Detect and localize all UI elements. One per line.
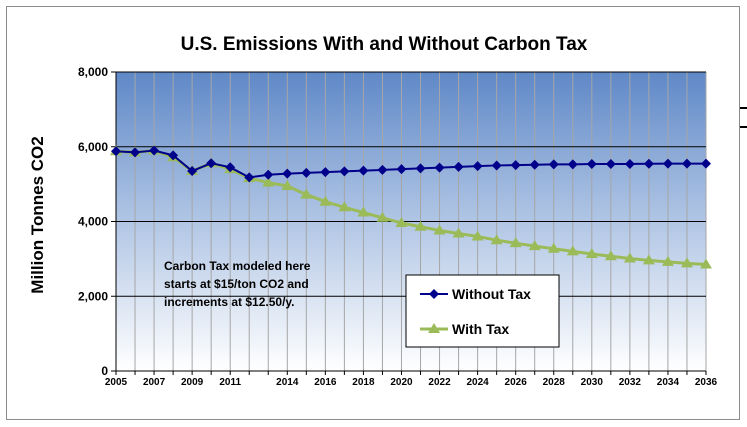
data-point [510, 160, 521, 171]
y-axis-label: Million Tonnes CO2 [28, 136, 47, 293]
data-point [414, 220, 427, 231]
x-tick-label: 2024 [466, 377, 489, 388]
x-tick-label: 2009 [181, 377, 204, 388]
edge-marks [740, 107, 747, 128]
x-tick-label: 2018 [352, 377, 375, 388]
data-point [376, 211, 389, 222]
data-point [661, 255, 674, 266]
data-point [452, 227, 465, 238]
legend-label-with-tax: With Tax [452, 321, 509, 337]
data-point [282, 168, 293, 179]
data-point [529, 159, 540, 170]
x-tick-label: 2026 [505, 377, 528, 388]
y-tick-label: 6,000 [78, 140, 108, 154]
data-point [281, 179, 294, 190]
data-point [244, 172, 255, 183]
data-point [623, 252, 636, 263]
data-point [301, 167, 312, 178]
data-point [300, 188, 313, 199]
series-layer [110, 144, 712, 269]
x-tick-label: 2030 [581, 377, 604, 388]
x-tick-label: 2032 [619, 377, 642, 388]
data-point [225, 162, 236, 173]
y-tick-label: 0 [101, 364, 108, 378]
data-point [206, 158, 217, 169]
data-point [377, 164, 388, 175]
data-point [472, 161, 483, 172]
data-point [548, 159, 559, 170]
annotation-note: Carbon Tax modeled here starts at $15/to… [164, 259, 311, 309]
y-tick-labels: 0 2,000 4,000 6,000 8,000 [78, 65, 108, 378]
legend-marker-with-tax [428, 323, 440, 333]
data-point [604, 250, 617, 261]
y-tick-label: 8,000 [78, 65, 108, 79]
data-point [528, 240, 541, 251]
data-point [624, 158, 635, 169]
data-point [681, 158, 692, 169]
data-point [680, 257, 693, 268]
x-tick-label: 2034 [657, 377, 680, 388]
data-point [490, 234, 503, 245]
data-point [642, 254, 655, 265]
data-point [586, 158, 597, 169]
data-point [434, 162, 445, 173]
data-point [339, 166, 350, 177]
x-tick-label: 2036 [695, 377, 718, 388]
data-point [453, 161, 464, 172]
legend-label-without-tax: Without Tax [452, 286, 531, 302]
data-point [701, 158, 711, 169]
data-point [471, 230, 484, 241]
y-tick-label: 2,000 [78, 289, 108, 303]
data-point [358, 165, 369, 176]
x-tick-label: 2005 [105, 377, 128, 388]
legend-box [405, 274, 560, 348]
legend: Without Tax With Tax [405, 274, 560, 348]
y-tick-label: 4,000 [78, 215, 108, 229]
data-point [566, 245, 579, 256]
data-point [567, 159, 578, 170]
data-point [395, 216, 408, 227]
data-point [111, 146, 121, 157]
data-point [319, 195, 332, 206]
data-point [187, 166, 198, 177]
annotation-line-1: Carbon Tax modeled here [164, 259, 311, 273]
data-point [168, 150, 179, 161]
data-point [433, 224, 446, 235]
chart-title: U.S. Emissions With and Without Carbon T… [181, 34, 588, 55]
data-point [662, 158, 673, 169]
data-point [509, 237, 522, 248]
axes [111, 71, 707, 375]
data-point [262, 176, 275, 187]
data-point [547, 242, 560, 253]
annotation-line-3: increments at $12.50/y. [164, 295, 295, 309]
data-point [396, 164, 407, 175]
series-without-tax [111, 145, 711, 183]
data-point [700, 258, 712, 269]
x-tick-label: 2011 [219, 377, 241, 388]
data-point [338, 201, 351, 212]
data-point [130, 147, 141, 158]
x-tick-label: 2020 [390, 377, 413, 388]
x-tick-label: 2022 [428, 377, 451, 388]
data-point [491, 160, 502, 171]
data-point [357, 206, 370, 217]
data-point [263, 169, 274, 180]
data-point [149, 145, 160, 156]
x-tick-label: 2016 [314, 377, 337, 388]
x-tick-label: 2007 [143, 377, 166, 388]
x-tick-label: 2014 [276, 377, 299, 388]
legend-marker-without-tax [429, 289, 439, 299]
x-tick-labels: 2005 2007 2009 2011 2014 2016 2018 2020 2022 2024… [105, 377, 718, 388]
data-point [415, 163, 426, 174]
data-point [320, 167, 331, 178]
data-point [605, 158, 616, 169]
data-point [585, 248, 598, 259]
x-tick-label: 2028 [543, 377, 566, 388]
annotation-line-2: starts at $15/ton CO2 and [164, 277, 309, 291]
data-point [643, 158, 654, 169]
